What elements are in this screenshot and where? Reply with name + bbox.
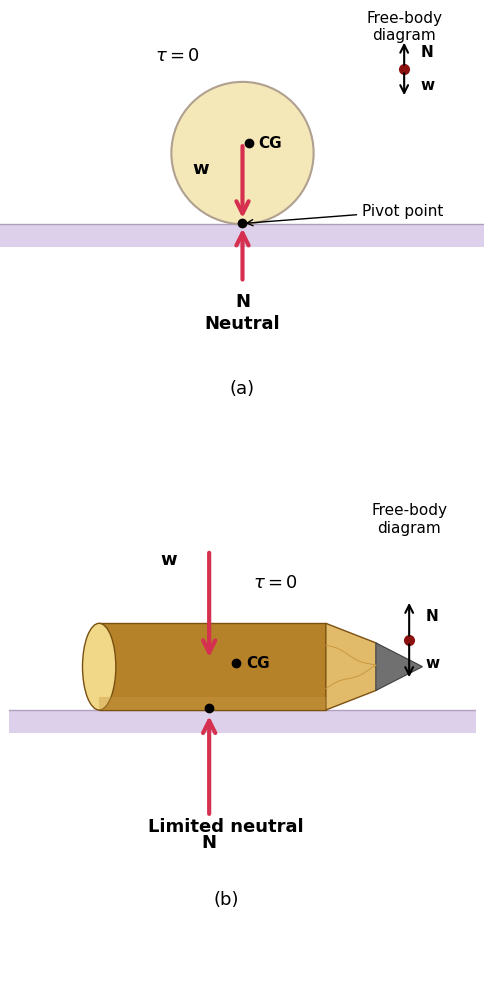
Bar xyxy=(99,623,325,710)
Bar xyxy=(9,710,475,733)
Circle shape xyxy=(171,82,313,224)
Text: $\tau = 0$: $\tau = 0$ xyxy=(155,47,200,65)
Bar xyxy=(99,697,325,710)
Text: N: N xyxy=(235,293,249,311)
Text: Pivot point: Pivot point xyxy=(246,204,442,226)
Text: w: w xyxy=(192,160,208,178)
Text: Limited neutral: Limited neutral xyxy=(148,818,303,836)
Polygon shape xyxy=(325,623,402,710)
Bar xyxy=(0,224,484,247)
Text: Free-body
diagram: Free-body diagram xyxy=(365,11,441,43)
Ellipse shape xyxy=(82,623,116,710)
Text: CG: CG xyxy=(245,656,269,671)
Text: N: N xyxy=(420,45,432,60)
Text: N: N xyxy=(425,609,438,624)
Text: $\tau = 0$: $\tau = 0$ xyxy=(253,574,298,592)
Text: (a): (a) xyxy=(229,380,255,398)
Text: Free-body
diagram: Free-body diagram xyxy=(370,503,446,536)
Polygon shape xyxy=(375,643,422,690)
Text: w: w xyxy=(161,551,177,569)
Text: (b): (b) xyxy=(212,891,238,909)
Text: N: N xyxy=(201,834,216,852)
Text: w: w xyxy=(425,656,439,671)
Text: CG: CG xyxy=(258,136,282,151)
Text: Neutral: Neutral xyxy=(204,315,280,333)
Text: w: w xyxy=(420,78,434,93)
